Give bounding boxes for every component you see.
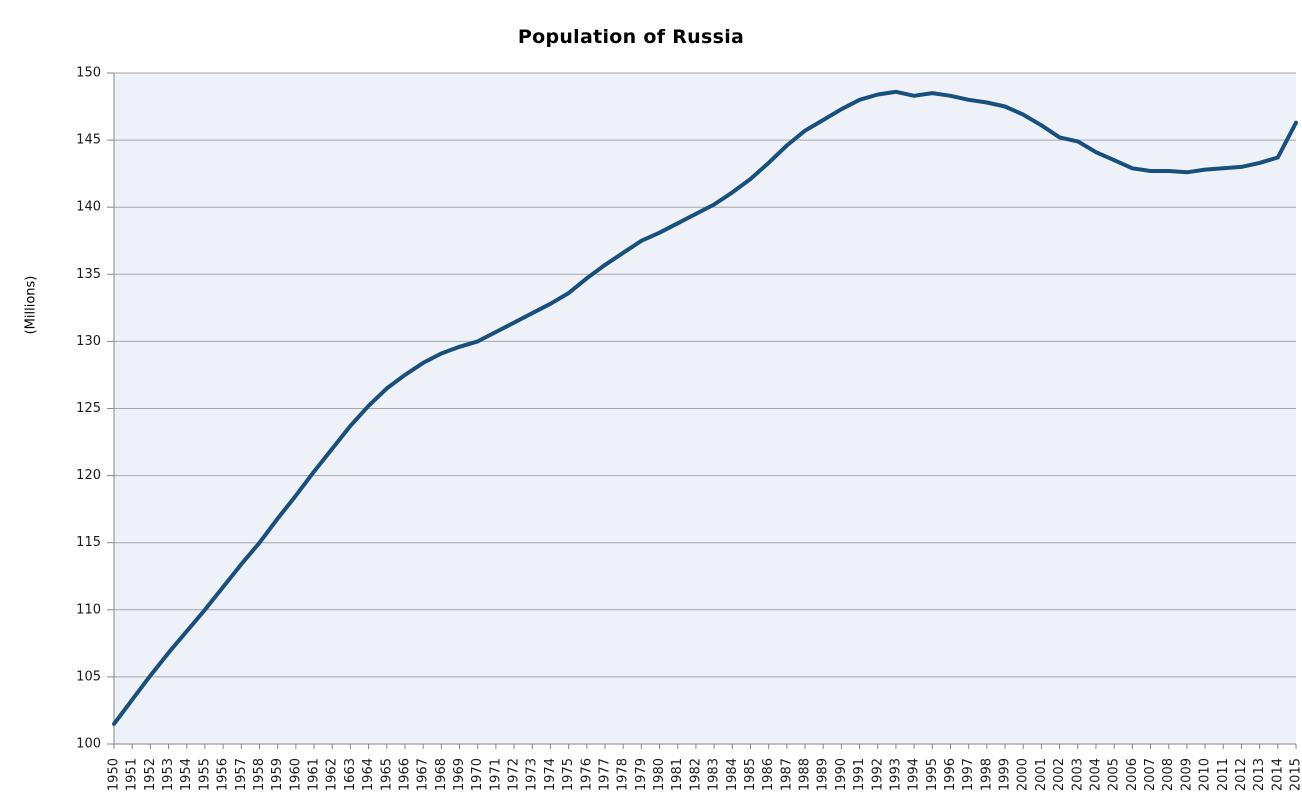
x-tick-label: 1970 <box>470 758 485 791</box>
x-tick-label: 1966 <box>397 758 412 791</box>
x-tick-label: 1956 <box>216 758 231 791</box>
x-tick-label: 1976 <box>579 758 594 791</box>
y-tick-label: 115 <box>76 535 101 550</box>
x-tick-label: 1977 <box>597 758 612 791</box>
x-tick-label: 1997 <box>961 758 976 791</box>
x-tick-label: 1978 <box>616 758 631 791</box>
y-tick-label: 140 <box>76 200 101 215</box>
x-tick-label: 1998 <box>979 758 994 791</box>
x-tick-label: 1974 <box>543 758 558 791</box>
x-tick-label: 1980 <box>652 758 667 791</box>
x-tick-label: 1982 <box>688 758 703 791</box>
x-tick-label: 1996 <box>943 758 958 791</box>
x-tick-label: 1984 <box>725 758 740 791</box>
x-tick-label: 1992 <box>870 758 885 791</box>
x-tick-label: 1993 <box>888 758 903 791</box>
x-tick-label: 1983 <box>707 758 722 791</box>
x-tick-label: 1981 <box>670 758 685 791</box>
x-tick-label: 1959 <box>270 758 285 791</box>
x-tick-label: 1979 <box>634 758 649 791</box>
x-tick-label: 1968 <box>434 758 449 791</box>
y-tick-label: 100 <box>76 737 101 752</box>
x-tick-label: 1967 <box>416 758 431 791</box>
x-tick-label: 2012 <box>1234 758 1249 791</box>
x-tick-label: 2009 <box>1179 758 1194 791</box>
x-tick-label: 1990 <box>834 758 849 791</box>
x-tick-label: 2007 <box>1143 758 1158 791</box>
x-tick-label: 1988 <box>798 758 813 791</box>
x-tick-label: 1663 <box>343 758 358 791</box>
x-tick-label: 1994 <box>907 758 922 791</box>
x-tick-label: 2010 <box>1198 758 1213 791</box>
x-tick-label: 1986 <box>761 758 776 791</box>
x-tick-label: 2005 <box>1107 758 1122 791</box>
x-tick-label: 1999 <box>998 758 1013 791</box>
x-tick-label: 1950 <box>107 758 122 791</box>
x-axis-ticks-labels: 1950 1951 1952 1953 1954 1955 1956 1957 1958 1959… <box>107 744 1302 791</box>
x-tick-label: 1954 <box>179 758 194 791</box>
x-tick-label: 2001 <box>1034 758 1049 791</box>
x-tick-label: 2006 <box>1125 758 1140 791</box>
x-tick-label: 1995 <box>925 758 940 791</box>
x-tick-label: 1955 <box>197 758 212 791</box>
x-tick-label: 1985 <box>743 758 758 791</box>
y-tick-label: 130 <box>76 334 101 349</box>
x-tick-label: 1952 <box>143 758 158 791</box>
x-tick-label: 2003 <box>1070 758 1085 791</box>
x-tick-label: 1962 <box>325 758 340 791</box>
x-tick-label: 2002 <box>1052 758 1067 791</box>
y-axis-ticks-labels: 100 105 110 115 120 125 130 135 140 145 150 <box>76 66 114 752</box>
x-tick-label: 2013 <box>1252 758 1267 791</box>
chart-title: Population of Russia <box>517 26 745 48</box>
y-tick-label: 120 <box>76 468 101 483</box>
x-tick-label: 2015 <box>1289 758 1302 791</box>
x-tick-label: 1973 <box>525 758 540 791</box>
x-tick-label: 1991 <box>852 758 867 791</box>
y-tick-label: 125 <box>76 401 101 416</box>
x-tick-label: 1951 <box>125 758 140 791</box>
x-tick-label: 1964 <box>361 758 376 791</box>
x-tick-label: 1972 <box>507 758 522 791</box>
y-tick-label: 110 <box>76 602 101 617</box>
y-tick-label: 105 <box>76 669 101 684</box>
y-tick-label: 135 <box>76 267 101 282</box>
x-tick-label: 1987 <box>779 758 794 791</box>
x-tick-label: 1969 <box>452 758 467 791</box>
x-tick-label: 2008 <box>1161 758 1176 791</box>
x-tick-label: 2014 <box>1270 758 1285 791</box>
y-gridlines <box>114 72 1296 678</box>
x-tick-label: 1965 <box>379 758 394 791</box>
x-tick-label: 1953 <box>161 758 176 791</box>
x-tick-label: 1975 <box>561 758 576 791</box>
x-tick-label: 1957 <box>234 758 249 791</box>
x-tick-label: 2004 <box>1088 758 1103 791</box>
y-tick-label: 150 <box>76 66 101 81</box>
x-tick-label: 1961 <box>307 758 322 791</box>
population-series-line <box>112 89 1298 726</box>
x-tick-label: 1989 <box>816 758 831 791</box>
x-tick-label: 1960 <box>288 758 303 791</box>
x-tick-label: 1958 <box>252 758 267 791</box>
y-tick-label: 145 <box>76 133 101 148</box>
x-tick-label: 1971 <box>488 758 503 791</box>
x-tick-label: 2000 <box>1016 758 1031 791</box>
x-tick-label: 2011 <box>1216 758 1231 791</box>
